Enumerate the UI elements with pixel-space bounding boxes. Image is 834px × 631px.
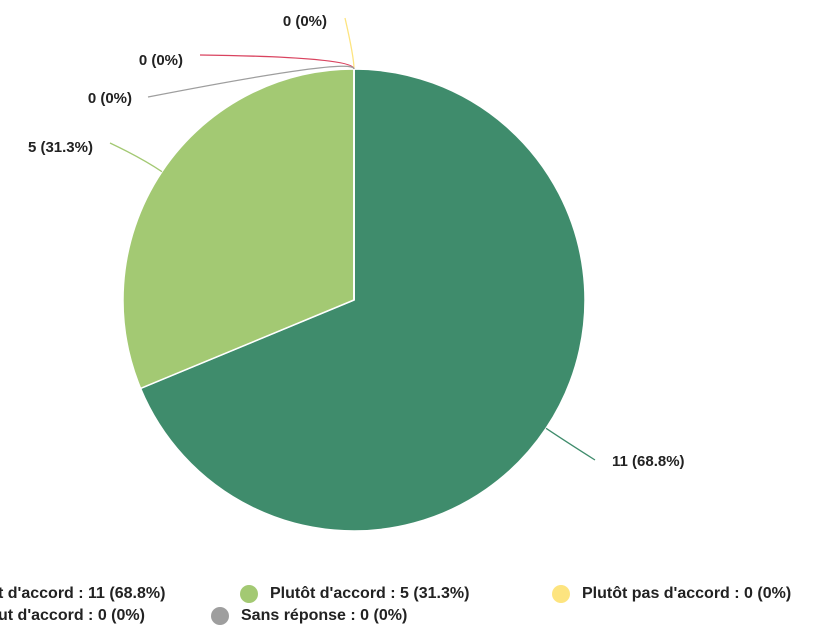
data-label: 0 (0%) [88, 90, 132, 107]
leader-line [109, 142, 163, 173]
pie-slice [139, 68, 586, 532]
leader-line [545, 427, 596, 461]
data-label: 0 (0%) [139, 52, 183, 69]
leader-line [344, 17, 355, 70]
data-label: 11 (68.8%) [612, 453, 685, 470]
legend-label: ut d'accord : 0 (0%) [0, 607, 145, 624]
leader-line [147, 65, 355, 98]
legend-label: Plutôt pas d'accord : 0 (0%) [582, 585, 791, 602]
data-label: 0 (0%) [283, 13, 327, 30]
legend-label: Plutôt d'accord : 5 (31.3%) [270, 585, 469, 602]
pie-slice [122, 68, 355, 390]
legend-label: t d'accord : 11 (68.8%) [0, 585, 165, 602]
legend-marker [240, 585, 258, 603]
legend-marker [552, 585, 570, 603]
legend-marker [211, 607, 229, 625]
data-label: 5 (31.3%) [28, 139, 93, 156]
legend-label: Sans réponse : 0 (0%) [241, 607, 407, 624]
